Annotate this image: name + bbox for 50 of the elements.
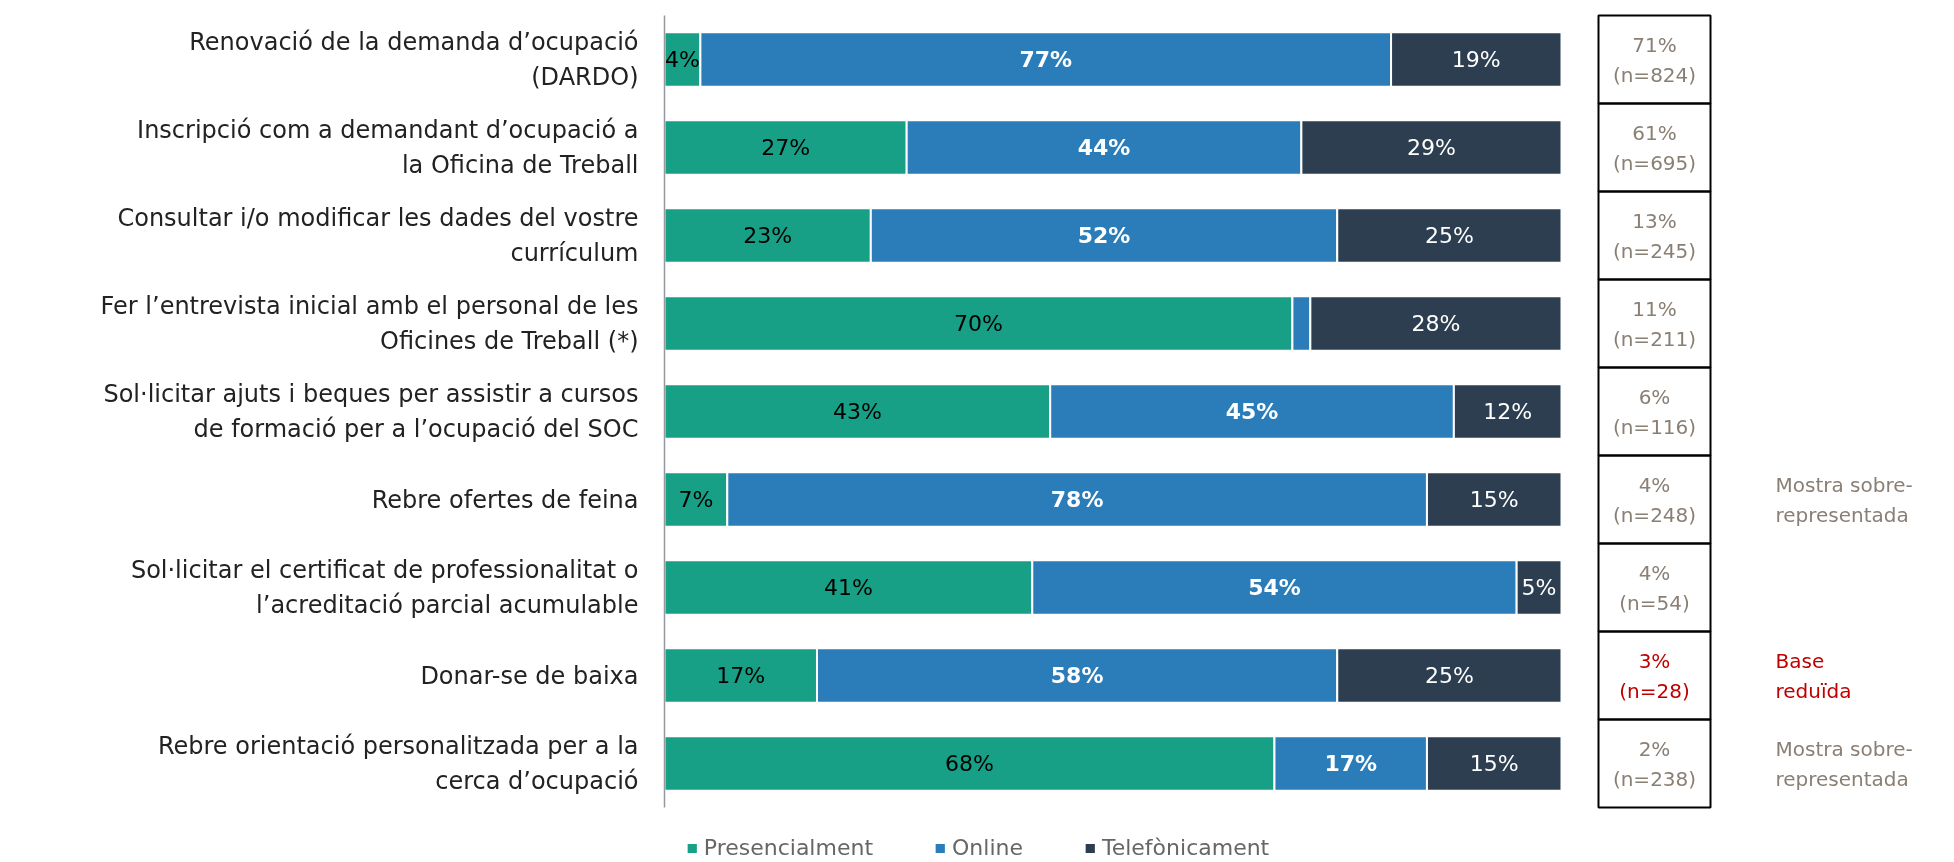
y-tick-label: Sol·licitar ajuts i beques per assistir a cursos de formació per a l’ocupació del SOC — [103, 380, 639, 443]
text: 11% (n=211) — [1612, 296, 1697, 351]
data-label: 23% — [743, 223, 793, 248]
data-label: 43% — [832, 399, 882, 424]
data-label: 15% — [1469, 487, 1519, 512]
data-label: 4% — [664, 47, 700, 72]
data-label: 78% — [1050, 487, 1104, 512]
legend-label: Telefònicament — [1101, 835, 1270, 860]
data-label: 54% — [1248, 575, 1301, 600]
data-label: 17% — [1324, 751, 1378, 776]
data-label: 77% — [1019, 47, 1073, 72]
legend-label: Presencialment — [703, 835, 874, 860]
text: Mostra sobre- representada — [1775, 472, 1913, 527]
legend-label: Online — [952, 835, 1023, 860]
text: 4% (n=248) — [1612, 472, 1697, 527]
text: Base reduïda — [1775, 648, 1852, 703]
data-label: 45% — [1225, 399, 1279, 424]
data-label: 58% — [1050, 663, 1104, 688]
data-label: 27% — [761, 135, 811, 160]
y-tick-label: Donar-se de baixa — [420, 661, 639, 690]
text: 13% (n=245) — [1612, 208, 1697, 263]
y-tick-label: Renovació de la demanda d’ocupació (DARDO) — [189, 28, 639, 91]
text: 4% (n=54) — [1619, 560, 1690, 615]
text: 61% (n=695) — [1612, 120, 1697, 175]
text: 3% (n=28) — [1619, 648, 1690, 703]
data-label: 25% — [1424, 223, 1474, 248]
data-label: 41% — [823, 575, 873, 600]
data-label: 70% — [954, 311, 1003, 336]
text: 6% (n=116) — [1612, 384, 1697, 439]
data-label: 28% — [1411, 311, 1461, 336]
data-label: 25% — [1424, 663, 1474, 688]
y-tick-label: Rebre ofertes de feina — [371, 485, 639, 514]
y-tick-label: Consultar i/o modificar les dades del vostre currículum — [117, 204, 639, 267]
data-label: 12% — [1483, 399, 1533, 424]
y-tick-label: Inscripció com a demandant d’ocupació a la Oficina de Treball — [137, 116, 639, 179]
data-label: 29% — [1406, 135, 1456, 160]
text: 71% (n=824) — [1612, 32, 1697, 87]
text: Mostra sobre- representada — [1775, 736, 1913, 791]
data-label: 19% — [1451, 47, 1501, 72]
data-label: 68% — [945, 751, 994, 776]
data-label: 15% — [1469, 751, 1519, 776]
y-tick-label: Fer l’entrevista inicial amb el personal de les Oficines de Treball (*) — [100, 292, 639, 355]
data-label: 44% — [1077, 135, 1131, 160]
data-label: 5% — [1521, 575, 1557, 600]
data-label: 7% — [678, 487, 714, 512]
data-label: 52% — [1077, 223, 1131, 248]
text: 2% (n=238) — [1612, 736, 1697, 791]
y-tick-label: Sol·licitar el certificat de professionalitat o l’acreditació parcial acumulable — [130, 556, 639, 619]
data-label: 17% — [716, 663, 766, 688]
y-tick-label: Rebre orientació personalitzada per a la cerca d’ocupació — [157, 732, 639, 795]
